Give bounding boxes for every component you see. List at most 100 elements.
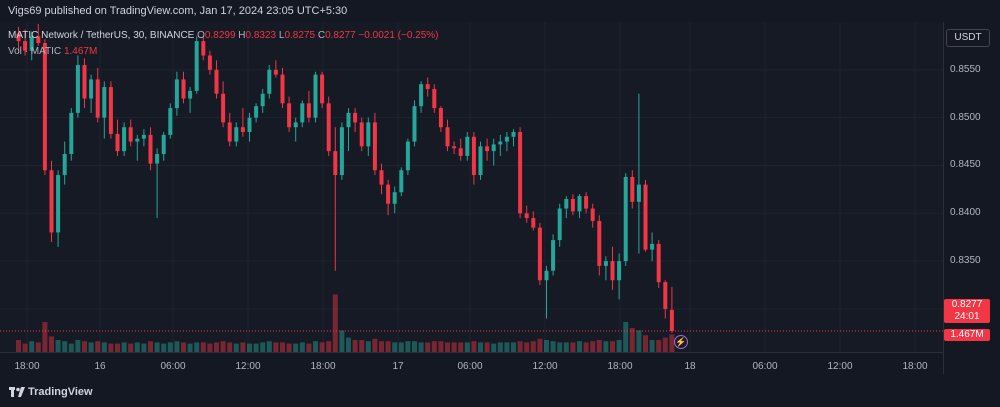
- volume-bar: [240, 342, 246, 352]
- volume-bar: [266, 341, 272, 352]
- candle-body: [293, 122, 298, 128]
- time-tick-label: 06:00: [160, 361, 186, 372]
- volume-bar: [154, 342, 160, 352]
- candle-body: [511, 132, 516, 137]
- volume-bar: [425, 342, 431, 352]
- volume-bar: [299, 342, 305, 352]
- volume-bar: [352, 340, 358, 352]
- volume-bar: [95, 341, 101, 352]
- price-tick-label: 0.8450: [950, 159, 981, 171]
- volume-bar: [207, 343, 213, 352]
- volume-bar: [128, 343, 134, 352]
- volume-bar: [286, 343, 292, 352]
- volume-bar: [372, 338, 378, 352]
- candle-body: [405, 141, 410, 171]
- candle-body: [62, 154, 67, 176]
- candle-body: [597, 220, 602, 266]
- volume-bar: [82, 341, 87, 352]
- volume-bar: [497, 342, 503, 352]
- lightning-icon[interactable]: ⚡: [674, 335, 688, 349]
- volume-bar: [346, 337, 351, 352]
- candle-body: [590, 208, 595, 221]
- volume-bar: [405, 341, 411, 352]
- volume-bar: [332, 294, 338, 352]
- volume-bar: [313, 341, 318, 352]
- candle-body: [392, 192, 397, 204]
- volume-bar: [148, 341, 153, 352]
- volume-bar: [537, 338, 543, 352]
- volume-bar: [563, 342, 569, 352]
- volume-bar: [200, 342, 206, 352]
- time-tick-label: 12:00: [532, 361, 558, 372]
- candle-body: [141, 134, 146, 139]
- volume-bar: [504, 342, 510, 352]
- volume-bar: [16, 340, 21, 352]
- currency-button[interactable]: USDT: [946, 29, 990, 47]
- candle-body: [326, 103, 331, 152]
- candle-body: [155, 154, 160, 164]
- candle-body: [287, 103, 292, 128]
- candlestick-chart[interactable]: [0, 22, 943, 352]
- last-price: 0.8277: [951, 299, 983, 310]
- bar-countdown: 24:01: [954, 311, 980, 322]
- volume-bar: [649, 340, 655, 352]
- volume-bar: [68, 343, 74, 352]
- volume-price-tag: 1.467M: [944, 329, 990, 341]
- candle-body: [518, 132, 523, 214]
- candle-body: [108, 87, 113, 134]
- candle-body: [247, 117, 252, 132]
- candle-body: [663, 282, 668, 309]
- volume-bar: [464, 342, 470, 352]
- volume-bar: [260, 342, 266, 352]
- candle-body: [201, 41, 206, 56]
- time-axis[interactable]: 18:00 16 06:00 12:00 18:00 17 06:00 12:00 18:00 1…: [0, 352, 943, 376]
- candle-body: [122, 127, 127, 152]
- volume-bar: [438, 341, 444, 352]
- candle-body: [610, 261, 615, 281]
- volume-bar: [616, 340, 622, 352]
- volume-bar: [530, 341, 536, 352]
- volume-bar: [603, 341, 609, 352]
- volume-legend: Vol · MATIC 1.467M: [8, 46, 97, 57]
- volume-bar: [115, 343, 120, 352]
- candle-body: [551, 240, 556, 271]
- volume-bar: [22, 343, 28, 352]
- time-tick-label: 18: [684, 361, 696, 372]
- volume-bar: [445, 342, 450, 352]
- chart-area[interactable]: [0, 22, 943, 352]
- volume-bar: [669, 334, 675, 352]
- low-value: 0.8275: [284, 30, 316, 41]
- candle-body: [531, 218, 536, 228]
- volume-bar: [398, 342, 404, 352]
- brand-name: TradingView: [28, 386, 93, 398]
- candle-body: [425, 84, 430, 89]
- time-tick-label: 06:00: [457, 361, 483, 372]
- volume-bar: [187, 343, 193, 352]
- candle-body: [498, 141, 503, 145]
- volume-bar: [577, 341, 582, 352]
- volume-bar: [629, 328, 635, 352]
- candle-body: [148, 134, 153, 164]
- candle-body: [168, 108, 173, 135]
- candle-body: [181, 79, 186, 99]
- volume-bar: [392, 342, 398, 352]
- volume-bar: [306, 343, 312, 352]
- candle-body: [36, 36, 41, 44]
- volume-bar: [544, 340, 549, 352]
- volume-bar: [517, 341, 523, 352]
- candle-body: [23, 41, 28, 51]
- time-tick-label: 18:00: [310, 361, 336, 372]
- candle-body: [584, 196, 589, 209]
- high-label: H: [238, 30, 246, 41]
- candle-body: [412, 106, 417, 142]
- volume-bar: [557, 342, 563, 352]
- volume-bar: [194, 342, 200, 352]
- candle-body: [95, 79, 100, 118]
- candle-body: [273, 69, 278, 75]
- time-tick-label: 18:00: [607, 361, 633, 372]
- candle-body: [214, 69, 219, 94]
- volume-bar: [29, 341, 35, 352]
- volume-bar: [385, 341, 391, 352]
- candle-body: [221, 93, 226, 123]
- candle-body: [207, 55, 212, 70]
